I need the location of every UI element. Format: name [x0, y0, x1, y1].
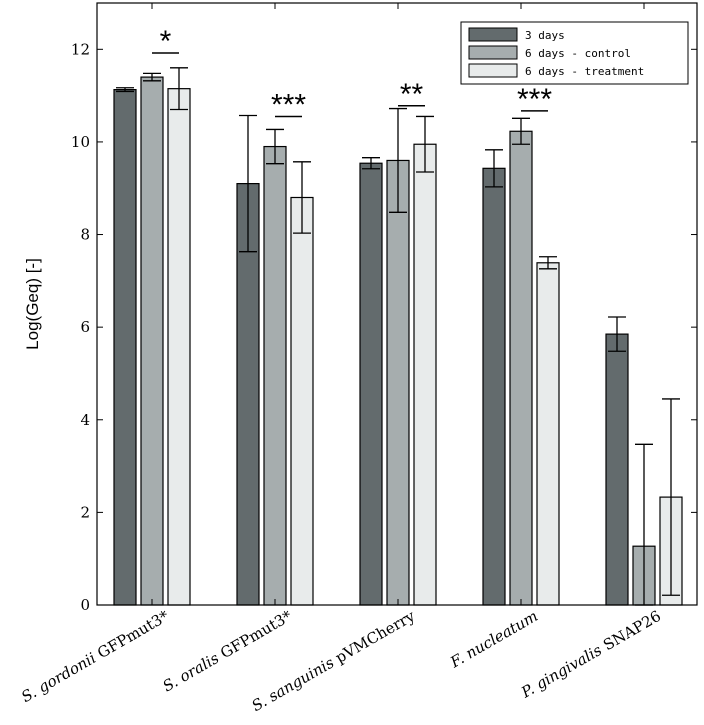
legend-label: 6 days - control — [525, 47, 631, 60]
y-tick-label: 4 — [80, 411, 90, 429]
y-tick-label: 0 — [80, 596, 90, 614]
species-name: S. sanguinis — [249, 653, 338, 715]
bar-2-3 — [536, 262, 560, 606]
strain-suffix: GFPmut3* — [213, 607, 295, 665]
species-name: S. gordonii — [18, 649, 99, 706]
y-tick-label: 6 — [80, 318, 90, 336]
legend-swatch — [468, 45, 518, 60]
bar-1-1 — [263, 145, 287, 606]
species-name: P. gingivalis — [517, 641, 605, 702]
legend-label: 3 days — [525, 29, 565, 42]
bar-0-3 — [482, 167, 506, 606]
strain-suffix: SNAP26 — [596, 607, 664, 657]
bar-0-0 — [113, 88, 137, 606]
significance-layer: **** ** *** — [152, 25, 552, 121]
x-category-label: S. gordonii GFPmut3* — [18, 607, 172, 706]
legend-swatch — [468, 63, 518, 78]
bar-2-0 — [167, 88, 191, 606]
bar-0-2 — [359, 162, 383, 606]
x-category-label: S. oralis GFPmut3* — [160, 607, 296, 696]
y-tick-label: 8 — [80, 226, 90, 244]
bar-1-3 — [509, 130, 533, 606]
x-category-label: F. nucleatum — [446, 607, 541, 672]
legend-swatch — [468, 27, 518, 42]
y-tick-label: 10 — [71, 133, 90, 151]
bar-2-1 — [290, 196, 314, 606]
y-tick-label: 2 — [80, 503, 90, 521]
legend-label: 6 days - treatment — [525, 65, 644, 78]
y-tick-label: 12 — [71, 40, 90, 58]
significance-label: ** — [400, 78, 424, 111]
significance-label: *** — [271, 88, 306, 121]
bar-0-4 — [605, 333, 629, 606]
strain-suffix: GFPmut3* — [90, 607, 172, 665]
bar-2-2 — [413, 143, 437, 606]
axes-frame — [96, 2, 698, 606]
bars-layer — [113, 76, 683, 606]
bar-1-2 — [386, 159, 410, 606]
bar-1-0 — [140, 76, 164, 606]
legend: 3 days 6 days - control 6 days - treatment — [460, 21, 689, 85]
species-name: S. oralis — [160, 649, 223, 696]
strain-suffix: pVMCherry — [328, 607, 418, 670]
species-name: F. nucleatum — [446, 607, 541, 672]
significance-label: * — [160, 25, 172, 58]
y-axis-label: Log(Geq) [-] — [23, 258, 42, 350]
significance-label: *** — [517, 83, 552, 116]
